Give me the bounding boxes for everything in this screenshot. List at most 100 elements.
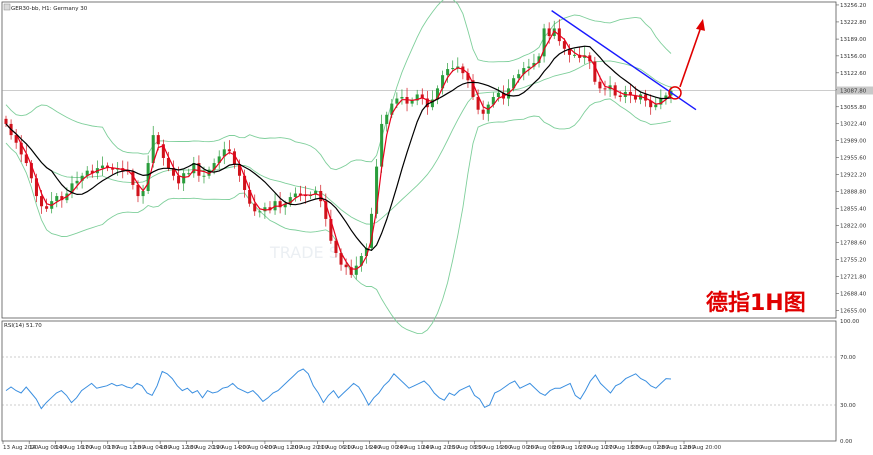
current-price-tag (837, 86, 873, 95)
candle-body (390, 103, 394, 115)
candle-body (161, 144, 165, 158)
candle-body (258, 211, 262, 213)
bollinger-lower (5, 98, 672, 334)
x-tick-label: 26 Aug 16:00 (553, 445, 591, 451)
x-tick-label: 28 Aug 02:00 (632, 445, 670, 451)
blue-trendline[interactable] (551, 10, 697, 111)
candle-body (527, 66, 531, 69)
candle-body (654, 104, 658, 108)
candle-body (34, 178, 38, 197)
candle-body (410, 100, 414, 104)
bollinger-upper (5, 0, 672, 171)
rsi-title: RSI(14) 51.70 (4, 323, 42, 329)
candle-body (146, 163, 150, 191)
y-tick-label: 13122.60 (840, 71, 867, 77)
y-tick-label: 13022.40 (840, 122, 867, 128)
rsi-tick-label: 100.00 (840, 319, 860, 325)
candle-body (263, 207, 267, 212)
candle-body (177, 175, 181, 184)
x-tick-label: 28 Aug 12:00 (658, 445, 696, 451)
x-tick-label: 20 Aug 04:00 (239, 445, 277, 451)
candle-body (339, 252, 343, 265)
y-tick-label: 13189.00 (840, 37, 867, 43)
candle-body (359, 256, 363, 266)
chart-caption: 德指1H图 (706, 290, 806, 316)
y-tick-label: 12721.80 (840, 274, 867, 280)
x-tick-label: 27 Aug 10:00 (579, 445, 617, 451)
candle-body (202, 175, 206, 177)
x-tick-label: 17 Aug 12:00 (108, 445, 146, 451)
x-tick-label: 20 Aug 20:00 (291, 445, 329, 451)
y-tick-label: 12655.00 (840, 308, 867, 314)
x-tick-label: 24 Aug 00:00 (370, 445, 408, 451)
candle-body (40, 196, 44, 207)
candle-body (344, 264, 348, 268)
candle-body (334, 240, 338, 253)
candle-body (171, 168, 176, 176)
candle-body (446, 69, 450, 76)
candle-body (354, 265, 358, 275)
rsi-panel-border (1, 320, 837, 442)
x-tick-label: 18 Aug 12:00 (160, 445, 198, 451)
y-tick-label: 13055.80 (840, 105, 867, 111)
candle-body (151, 135, 155, 164)
candle-body (60, 196, 64, 201)
candle-body (512, 78, 516, 89)
candle-body (24, 154, 28, 164)
y-tick-label: 12822.00 (840, 224, 867, 230)
candle-body (552, 28, 556, 37)
rsi-panel: 100.00 70.00 30.00 0.00 (2, 319, 860, 445)
y-tick-label: 12888.80 (840, 190, 867, 196)
trendline[interactable] (551, 10, 697, 111)
candle-body (628, 91, 632, 96)
candle-body (75, 180, 79, 184)
candle-body (166, 157, 170, 169)
x-tick-label: 28 Aug 20:00 (684, 445, 722, 451)
chart-menu-icon[interactable] (3, 3, 11, 11)
y-tick-label: 13156.00 (840, 54, 867, 60)
x-tick-label: 26 Aug 00:00 (501, 445, 539, 451)
x-tick-label: 25 Aug 16:00 (474, 445, 512, 451)
candle-body (395, 98, 399, 104)
y-tick-label: 12855.40 (840, 207, 867, 213)
candle-body (385, 114, 389, 124)
rsi-tick-label: 70.00 (840, 355, 856, 361)
x-tick-label: 17 Aug 00:00 (82, 445, 120, 451)
candle-body (380, 123, 384, 167)
candle-body (649, 100, 653, 108)
rsi-tick-label: 30.00 (840, 403, 856, 409)
candle-body (644, 94, 648, 101)
candle-body (547, 28, 551, 37)
candle-body (187, 173, 191, 175)
main-panel-border (1, 1, 837, 319)
candle-body (126, 170, 130, 172)
candle-body (425, 98, 429, 108)
moving-averages (5, 30, 672, 270)
candle-body (288, 197, 292, 204)
candle-body (303, 195, 308, 197)
candle-body (283, 203, 287, 208)
candle-body (192, 163, 196, 174)
candle-body (29, 163, 33, 179)
candle-body (222, 149, 226, 157)
candle-body (217, 156, 221, 164)
candle-body (522, 68, 526, 75)
candle-body (329, 218, 333, 241)
x-tick-label: 24 Aug 10:00 (396, 445, 434, 451)
candle-body (324, 201, 328, 219)
x-tick-label: 14 Aug 16:00 (55, 445, 93, 451)
candle-body (659, 98, 663, 105)
bollinger-middle (5, 60, 672, 225)
candle-body (237, 164, 242, 176)
candle-body (298, 193, 302, 196)
fast-ma-line (5, 30, 672, 270)
candle-body (375, 166, 379, 214)
candle-body (141, 190, 145, 197)
rsi-tick-label: 0.00 (840, 439, 853, 445)
candle-body (248, 189, 252, 204)
candle-body (517, 74, 521, 79)
candle-body (562, 41, 566, 49)
x-tick-label: 26 Aug 08:00 (527, 445, 565, 451)
